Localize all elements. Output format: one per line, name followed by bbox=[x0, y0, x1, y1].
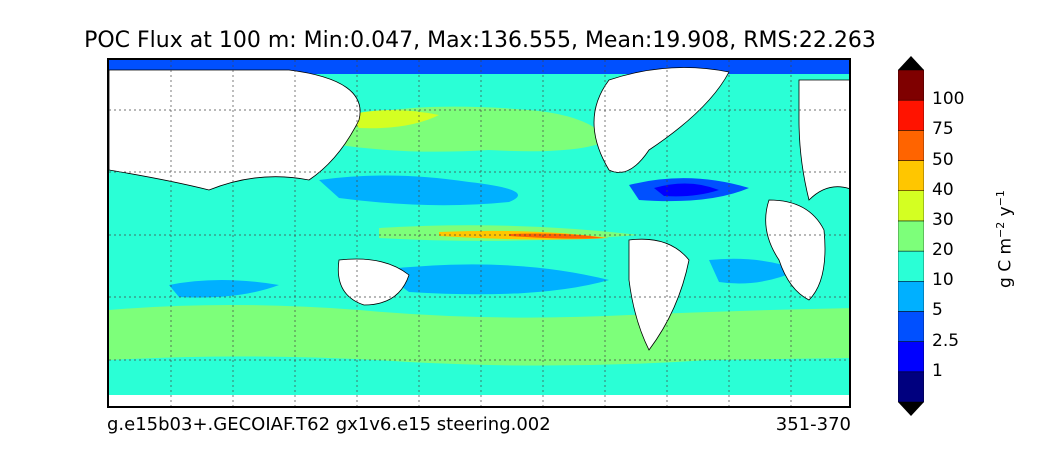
gridlines bbox=[109, 60, 849, 406]
colorbar-segment bbox=[898, 341, 924, 373]
south-atlantic-gyre bbox=[709, 258, 799, 284]
colorbar-segment bbox=[898, 281, 924, 312]
kuroshio-yellow bbox=[349, 110, 439, 129]
colorbar-segment bbox=[898, 190, 924, 222]
colorbar-tick-label: 40 bbox=[932, 179, 954, 200]
colorbar-extend-max bbox=[898, 56, 924, 70]
colorbar-tick-label: 10 bbox=[932, 270, 954, 291]
colorbar-tick-label: 5 bbox=[932, 300, 943, 321]
north-pacific-gyre bbox=[319, 175, 518, 206]
africa-land bbox=[765, 199, 826, 301]
australia-land bbox=[337, 258, 410, 306]
colorbar-extend-min bbox=[898, 402, 924, 416]
colorbar-segment bbox=[898, 160, 924, 191]
colorbar-tick-label: 20 bbox=[932, 240, 954, 261]
colorbar-tick-label: 1 bbox=[932, 360, 943, 381]
plot-title: POC Flux at 100 m: Min:0.047, Max:136.55… bbox=[84, 28, 876, 53]
poc-flux-map bbox=[109, 60, 849, 406]
europe-africa-land bbox=[798, 79, 849, 201]
colorbar-segment bbox=[898, 130, 924, 161]
colorbar-segment bbox=[898, 371, 924, 403]
years-label: 351-370 bbox=[775, 414, 851, 435]
colorbar-segment bbox=[898, 99, 924, 131]
antarctica-land bbox=[109, 395, 849, 406]
colorbar-segment bbox=[898, 69, 924, 101]
colorbar-segment bbox=[898, 250, 924, 282]
colorbar-segment bbox=[898, 220, 924, 252]
map-panel bbox=[107, 58, 851, 408]
southern-ocean-inner bbox=[109, 356, 849, 406]
case-name-label: g.e15b03+.GECOIAF.T62 gx1v6.e15 steering… bbox=[107, 414, 551, 435]
colorbar bbox=[898, 56, 924, 416]
indian-ocean-gyre bbox=[169, 280, 279, 298]
colorbar-segment bbox=[898, 311, 924, 342]
colorbar-tick-label: 30 bbox=[932, 209, 954, 230]
colorbar-tick-label: 2.5 bbox=[932, 330, 960, 351]
north-america-land bbox=[593, 67, 730, 173]
colorbar-unit-label: g C m−2 y−1 bbox=[994, 190, 1016, 288]
sargasso-core bbox=[654, 183, 719, 197]
south-america-land bbox=[628, 238, 690, 351]
asia-land bbox=[109, 69, 361, 191]
equatorial-pacific-red bbox=[509, 233, 604, 239]
colorbar-tick-label: 100 bbox=[932, 89, 965, 110]
south-pacific-gyre bbox=[379, 264, 609, 295]
colorbar-tick-label: 50 bbox=[932, 149, 954, 170]
colorbar-tick-label: 75 bbox=[932, 119, 954, 140]
